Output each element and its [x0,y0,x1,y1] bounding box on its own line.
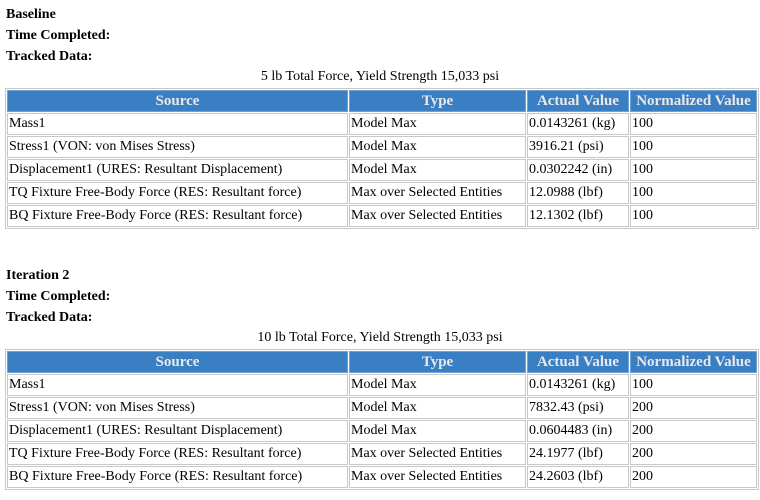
column-header-normalized-value: Normalized Value [630,90,757,112]
cell-normalized-value: 100 [630,374,757,396]
cell-source: TQ Fixture Free-Body Force (RES: Resulta… [7,182,348,204]
cell-type: Max over Selected Entities [349,466,526,488]
table-row: BQ Fixture Free-Body Force (RES: Resulta… [7,466,757,488]
table-caption: 5 lb Total Force, Yield Strength 15,033 … [260,69,500,84]
cell-normalized-value: 100 [630,182,757,204]
table-row: BQ Fixture Free-Body Force (RES: Resulta… [7,205,757,227]
column-header-actual-value: Actual Value [527,90,629,112]
cell-source: BQ Fixture Free-Body Force (RES: Resulta… [7,205,348,227]
column-header-source: Source [7,351,348,373]
results-table: Source Type Actual Value Normalized Valu… [5,88,759,229]
tracked-data-label: Tracked Data: [6,49,93,64]
cell-source: Stress1 (VON: von Mises Stress) [7,397,348,419]
cell-actual-value: 24.2603 (lbf) [527,466,629,488]
cell-type: Model Max [349,420,526,442]
column-header-normalized-value: Normalized Value [630,351,757,373]
cell-source: TQ Fixture Free-Body Force (RES: Resulta… [7,443,348,465]
cell-type: Model Max [349,397,526,419]
cell-type: Model Max [349,374,526,396]
cell-type: Model Max [349,136,526,158]
section-title: Baseline [6,7,56,22]
table-caption: 10 lb Total Force, Yield Strength 15,033… [257,330,503,345]
cell-normalized-value: 100 [630,113,757,135]
cell-normalized-value: 100 [630,159,757,181]
cell-actual-value: 0.0143261 (kg) [527,374,629,396]
cell-normalized-value: 200 [630,466,757,488]
cell-normalized-value: 200 [630,443,757,465]
column-header-type: Type [349,90,526,112]
section-title: Iteration 2 [6,268,70,283]
column-header-actual-value: Actual Value [527,351,629,373]
table-row: Displacement1 (URES: Resultant Displacem… [7,420,757,442]
cell-actual-value: 12.0988 (lbf) [527,182,629,204]
table-row: Mass1 Model Max 0.0143261 (kg) 100 [7,113,757,135]
cell-type: Model Max [349,159,526,181]
cell-type: Max over Selected Entities [349,443,526,465]
cell-normalized-value: 200 [630,420,757,442]
cell-normalized-value: 200 [630,397,757,419]
table-row: TQ Fixture Free-Body Force (RES: Resulta… [7,443,757,465]
cell-source: Displacement1 (URES: Resultant Displacem… [7,159,348,181]
table-row: Stress1 (VON: von Mises Stress) Model Ma… [7,136,757,158]
cell-source: Displacement1 (URES: Resultant Displacem… [7,420,348,442]
cell-source: Mass1 [7,113,348,135]
cell-actual-value: 3916.21 (psi) [527,136,629,158]
tracked-data-label: Tracked Data: [6,310,93,325]
table-row: Mass1 Model Max 0.0143261 (kg) 100 [7,374,757,396]
results-table: Source Type Actual Value Normalized Valu… [5,349,759,490]
cell-source: Mass1 [7,374,348,396]
cell-type: Model Max [349,113,526,135]
cell-actual-value: 12.1302 (lbf) [527,205,629,227]
table-header-row: Source Type Actual Value Normalized Valu… [7,351,757,373]
table-row: Stress1 (VON: von Mises Stress) Model Ma… [7,397,757,419]
cell-actual-value: 0.0302242 (in) [527,159,629,181]
cell-actual-value: 7832.43 (psi) [527,397,629,419]
table-header-row: Source Type Actual Value Normalized Valu… [7,90,757,112]
cell-actual-value: 0.0604483 (in) [527,420,629,442]
cell-type: Max over Selected Entities [349,182,526,204]
cell-source: BQ Fixture Free-Body Force (RES: Resulta… [7,466,348,488]
cell-normalized-value: 100 [630,136,757,158]
cell-actual-value: 0.0143261 (kg) [527,113,629,135]
cell-actual-value: 24.1977 (lbf) [527,443,629,465]
time-completed-label: Time Completed: [6,289,111,304]
table-row: Displacement1 (URES: Resultant Displacem… [7,159,757,181]
cell-source: Stress1 (VON: von Mises Stress) [7,136,348,158]
cell-normalized-value: 100 [630,205,757,227]
column-header-source: Source [7,90,348,112]
column-header-type: Type [349,351,526,373]
time-completed-label: Time Completed: [6,28,111,43]
table-row: TQ Fixture Free-Body Force (RES: Resulta… [7,182,757,204]
cell-type: Max over Selected Entities [349,205,526,227]
